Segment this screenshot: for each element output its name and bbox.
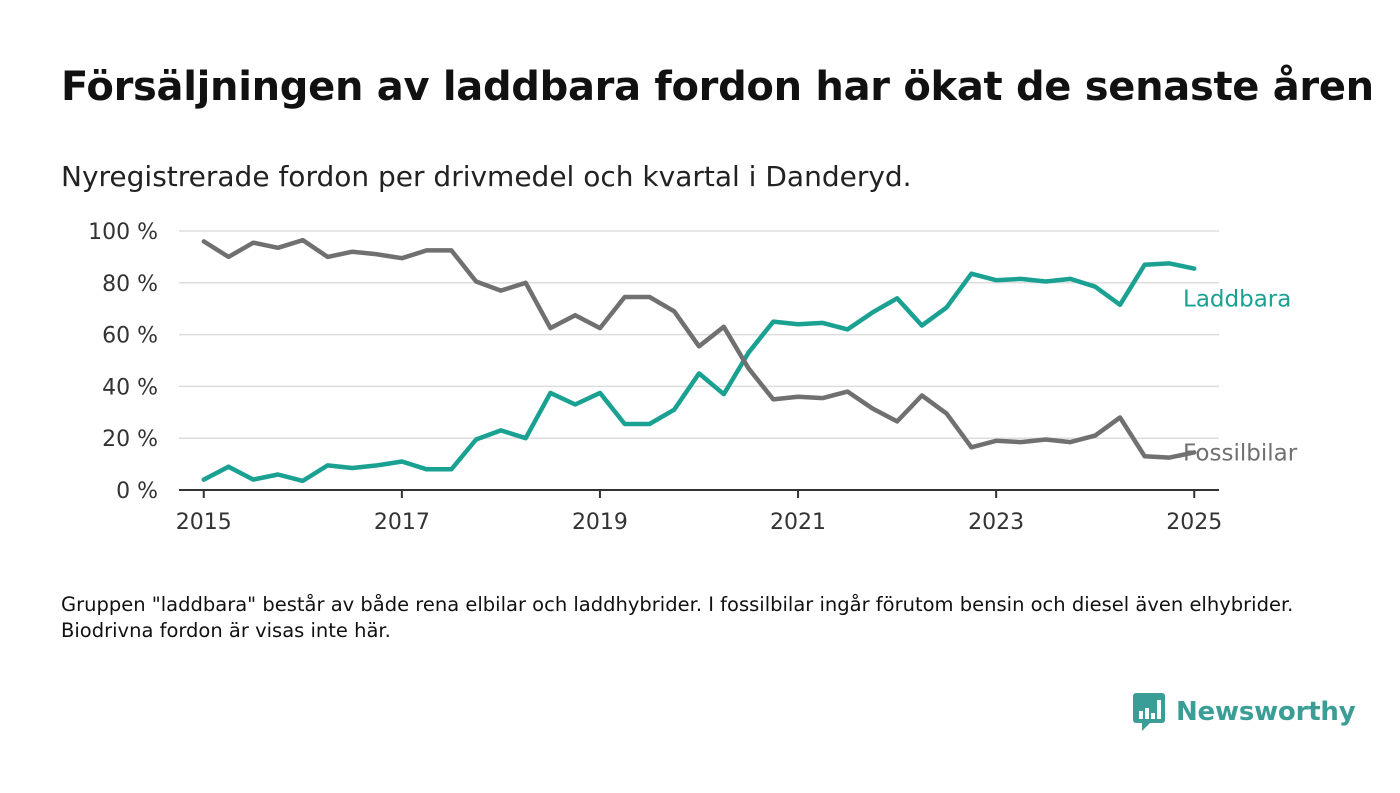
footnote: Gruppen "laddbara" består av både rena e… <box>61 593 1294 642</box>
gridlines <box>179 230 1219 439</box>
series-label-fossilbilar: Fossilbilar <box>1183 440 1298 466</box>
chart-title: Försäljningen av laddbara fordon har öka… <box>61 64 1374 110</box>
series-line-laddbara <box>201 261 1197 484</box>
y-tick-label: 20 % <box>102 427 158 452</box>
y-axis: 0 % 20 % 40 % 60 % 80 % 100 % <box>88 220 158 504</box>
brand-name: Newsworthy <box>1176 697 1356 727</box>
brand-logo[interactable]: Newsworthy <box>1132 692 1356 732</box>
y-tick-label: 0 % <box>116 479 158 504</box>
x-tick-label: 2025 <box>1166 510 1222 535</box>
series-labels: Laddbara Fossilbilar <box>1183 287 1298 467</box>
series-line-fossilbilar <box>201 237 1197 460</box>
x-tick-label: 2017 <box>374 510 430 535</box>
y-tick-label: 60 % <box>102 324 158 349</box>
chart-subtitle: Nyregistrerade fordon per drivmedel och … <box>61 160 912 193</box>
x-tick-label: 2021 <box>770 510 826 535</box>
y-tick-label: 80 % <box>102 272 158 297</box>
x-tick-label: 2015 <box>176 510 232 535</box>
y-tick-label: 40 % <box>102 375 158 400</box>
y-tick-label: 100 % <box>88 220 158 245</box>
x-tick-label: 2019 <box>572 510 628 535</box>
line-chart: 0 % 20 % 40 % 60 % 80 % 100 % 2015 2017 2019 202… <box>88 220 1298 535</box>
x-axis: 2015 2017 2019 2021 2023 2025 <box>176 489 1222 535</box>
newsworthy-logo-icon <box>1133 693 1165 731</box>
series-label-laddbara: Laddbara <box>1183 287 1291 313</box>
series-lines <box>201 237 1197 484</box>
x-tick-label: 2023 <box>968 510 1024 535</box>
